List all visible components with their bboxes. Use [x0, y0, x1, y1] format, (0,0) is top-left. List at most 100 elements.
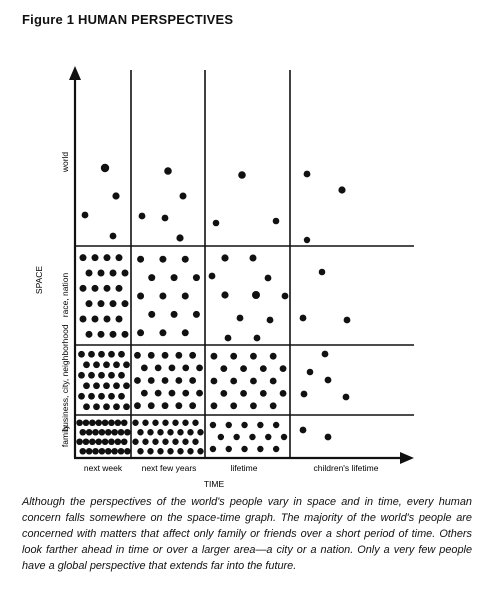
- population-dot: [108, 371, 115, 379]
- population-dot: [111, 428, 118, 436]
- population-dot: [181, 329, 189, 337]
- population-dot: [108, 392, 115, 400]
- population-dot: [137, 448, 144, 455]
- population-dot: [121, 300, 129, 308]
- population-dot: [98, 350, 105, 358]
- population-dot: [182, 438, 189, 445]
- population-dot: [148, 310, 156, 318]
- population-dot: [161, 402, 169, 410]
- population-dot: [189, 402, 197, 410]
- population-dot: [210, 402, 218, 410]
- population-dot: [85, 447, 93, 455]
- population-dot: [103, 254, 111, 262]
- population-dot: [300, 390, 308, 398]
- space-label-business-city-neighborhood: business, city, neighborhood: [60, 324, 70, 431]
- population-dot: [175, 351, 183, 359]
- population-dot: [120, 419, 128, 427]
- population-dot: [100, 163, 110, 173]
- population-dot: [121, 330, 129, 338]
- population-dot: [97, 330, 105, 338]
- population-dot: [257, 445, 264, 453]
- population-dot: [157, 448, 164, 455]
- population-dot: [197, 429, 204, 436]
- population-dot: [279, 390, 287, 397]
- population-dot: [132, 438, 139, 445]
- space-label-race-nation: race, nation: [60, 273, 70, 318]
- population-dot: [259, 365, 267, 372]
- population-dot: [192, 310, 200, 318]
- population-dot: [82, 438, 90, 446]
- population-dot: [168, 389, 176, 397]
- population-dot: [212, 219, 220, 227]
- population-dot: [113, 382, 120, 390]
- population-dot: [221, 291, 229, 299]
- population-dot: [79, 447, 87, 455]
- population-dot: [118, 392, 125, 400]
- population-dot: [98, 447, 106, 455]
- x-axis-title: TIME: [204, 479, 225, 489]
- population-dot: [85, 300, 93, 308]
- space-label-family: family: [60, 424, 70, 447]
- population-dot: [103, 284, 111, 292]
- population-dot: [250, 352, 257, 360]
- population-dot: [140, 389, 148, 397]
- population-dot: [192, 438, 199, 445]
- population-dot: [187, 448, 194, 455]
- population-dot: [108, 419, 115, 427]
- population-dot: [164, 167, 172, 175]
- population-dot: [134, 377, 141, 384]
- population-dot: [179, 192, 187, 200]
- population-dot: [88, 371, 95, 379]
- population-dot: [103, 315, 111, 323]
- population-dot: [210, 352, 218, 360]
- population-dot: [187, 429, 194, 436]
- population-dot: [132, 419, 139, 426]
- population-dot: [265, 433, 272, 441]
- population-dot: [88, 350, 95, 358]
- population-dot: [253, 334, 261, 342]
- population-dot: [114, 438, 122, 446]
- population-dot: [92, 428, 99, 436]
- population-dot: [148, 274, 156, 282]
- population-dot: [115, 254, 123, 262]
- population-dot: [230, 377, 238, 385]
- population-dot: [79, 284, 87, 292]
- population-dot: [103, 403, 110, 411]
- population-dot: [134, 351, 141, 359]
- population-dot: [147, 402, 155, 410]
- population-dot: [147, 429, 154, 436]
- population-dot: [259, 390, 267, 397]
- population-dot: [192, 419, 199, 426]
- population-dot: [82, 419, 90, 427]
- population-dot: [108, 438, 115, 446]
- population-dot: [343, 316, 351, 324]
- population-dot: [93, 361, 100, 369]
- population-dot: [167, 448, 174, 455]
- y-axis-arrow: [69, 66, 81, 80]
- population-dot: [78, 392, 85, 400]
- population-dot: [118, 350, 125, 358]
- population-dot: [91, 254, 99, 262]
- population-dot: [176, 234, 184, 242]
- population-dot: [89, 438, 96, 446]
- population-dot: [137, 429, 144, 436]
- population-dot: [142, 438, 149, 445]
- time-label-next-week: next week: [84, 463, 123, 473]
- population-dot: [162, 438, 169, 445]
- population-dot: [221, 254, 229, 262]
- population-dot: [115, 315, 123, 323]
- population-dot: [192, 274, 200, 282]
- population-dot: [78, 371, 85, 379]
- population-dot: [83, 403, 90, 411]
- population-dot: [250, 377, 257, 385]
- population-dot: [89, 419, 96, 427]
- population-dot: [159, 329, 167, 337]
- population-dot: [182, 419, 189, 426]
- population-dot: [101, 419, 109, 427]
- population-dot: [81, 211, 89, 219]
- population-dot: [124, 447, 131, 455]
- population-dot: [93, 403, 100, 411]
- population-dot: [342, 393, 350, 401]
- population-dot: [147, 448, 154, 455]
- population-dot: [108, 350, 115, 358]
